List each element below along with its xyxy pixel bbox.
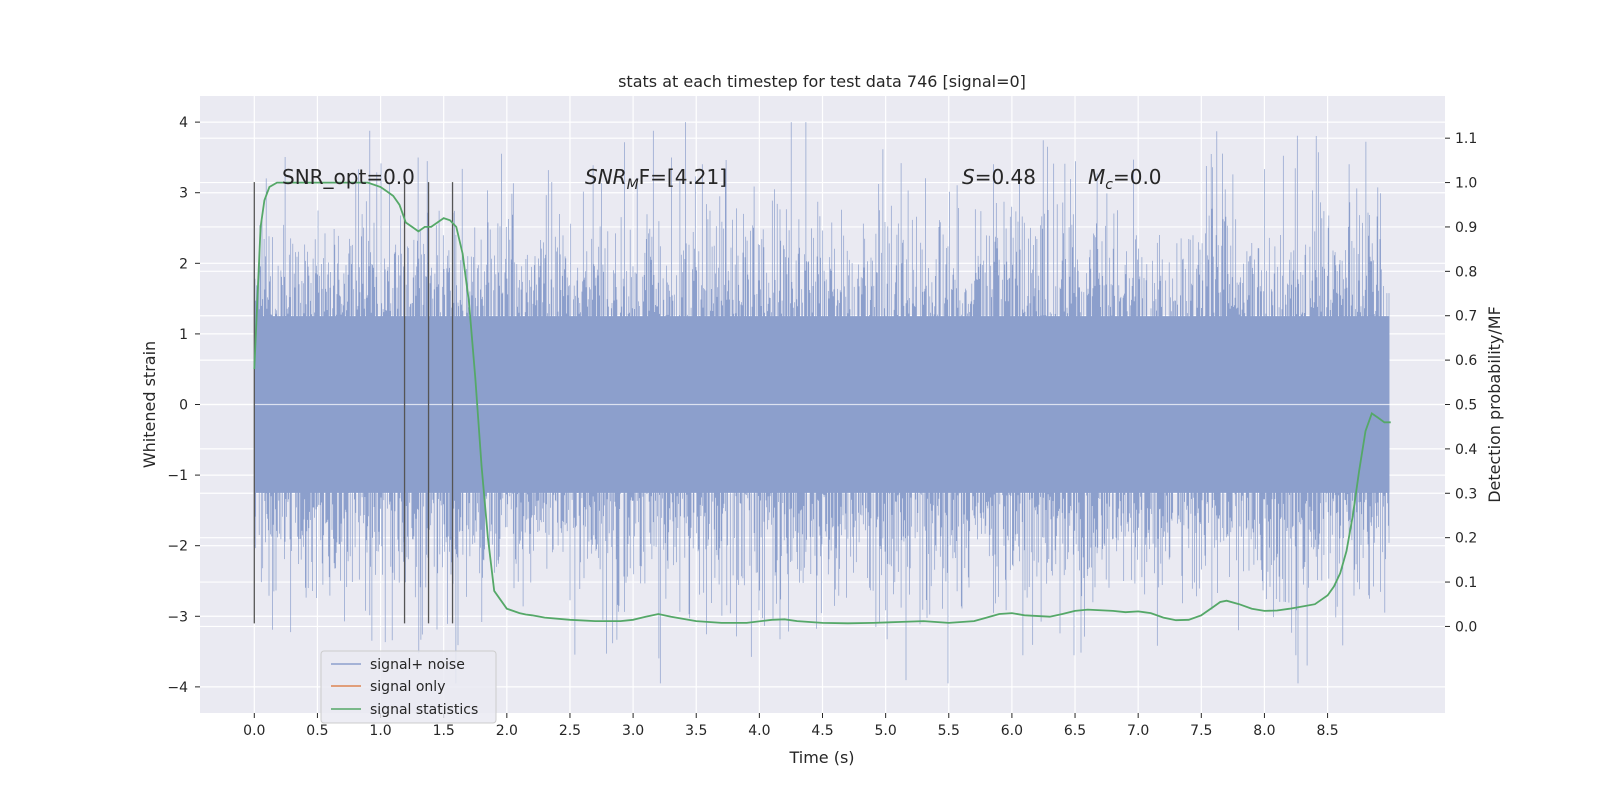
y2-tick-label: 1.1 [1455, 131, 1477, 147]
s-value: =0.48 [975, 165, 1036, 189]
y-axis-label: Whitened strain [140, 341, 159, 468]
mc-subscript: c [1105, 177, 1113, 193]
x-tick-label: 1.0 [369, 723, 391, 739]
snr-mf-suffix: F=[4.21] [639, 165, 727, 189]
annotation-s: S=0.48 [962, 165, 1036, 189]
zero-line [254, 403, 1390, 406]
y2-tick-label: 0.1 [1455, 575, 1477, 591]
y-tick-label: 2 [179, 256, 188, 272]
x-tick-label: 7.5 [1190, 723, 1212, 739]
legend-box [320, 650, 497, 724]
noise-trace [253, 122, 1390, 684]
y-tick-label: −2 [167, 539, 188, 555]
y2-tick-label: 0.6 [1455, 353, 1477, 369]
y-axis-ticks: 4 3 2 1 0 −1 −2 −3 −4 [167, 115, 200, 696]
signal-statistics-line [253, 181, 1391, 625]
y-tick-label: 1 [179, 327, 188, 343]
x-tick-label: 2.0 [496, 723, 518, 739]
annotation-mc: Mc=0.0 [1088, 165, 1162, 193]
y2-tick-label: 0.9 [1455, 220, 1477, 236]
x-tick-label: 2.5 [559, 723, 581, 739]
y2-tick-label: 0.8 [1455, 264, 1477, 280]
x-tick-label: 7.0 [1127, 723, 1149, 739]
x-tick-label: 0.5 [306, 723, 328, 739]
x-tick-label: 6.5 [1064, 723, 1086, 739]
x-tick-label: 4.0 [748, 723, 770, 739]
snr-mf-subscript: M [627, 177, 639, 193]
y2-tick-label: 0.3 [1455, 486, 1477, 502]
x-tick-label: 8.0 [1253, 723, 1275, 739]
y-tick-label: −3 [167, 609, 188, 625]
x-tick-label: 5.5 [938, 723, 960, 739]
x-axis-ticks: 0.0 0.5 1.0 1.5 2.0 2.5 3.0 3.5 4.0 4.5 5.0 5.5 6.0 6… [243, 713, 1339, 739]
y2-tick-label: 0.5 [1455, 398, 1477, 414]
y2-tick-label: 0.4 [1455, 442, 1477, 458]
x-tick-label: 8.5 [1316, 723, 1338, 739]
x-tick-label: 1.5 [433, 723, 455, 739]
y2-tick-label: 0.2 [1455, 531, 1477, 547]
legend-label-signal-statistics: signal statistics [370, 702, 478, 718]
legend-label-signal-noise: signal+ noise [370, 657, 465, 673]
annotation-snr-opt: SNR_opt=0.0 [282, 165, 415, 189]
x-tick-label: 6.0 [1001, 723, 1023, 739]
x-tick-label: 0.0 [243, 723, 265, 739]
s-variable: S [962, 165, 975, 189]
x-tick-label: 3.0 [622, 723, 644, 739]
chart-title: stats at each timestep for test data 746… [618, 72, 1026, 91]
legend-label-signal-only: signal only [370, 679, 445, 695]
y-tick-label: −4 [167, 680, 188, 696]
snr-mf-prefix: SNR [585, 165, 627, 189]
signal-statistics-layer [253, 181, 1391, 625]
y-tick-label: 3 [179, 186, 188, 202]
annotation-snr-mf: SNRMF=[4.21] [585, 165, 727, 193]
vertical-markers [253, 182, 454, 624]
y2-tick-label: 0.0 [1455, 619, 1477, 635]
y2-axis-label: Detection probability/MF [1485, 306, 1504, 503]
x-tick-label: 4.5 [811, 723, 833, 739]
x-tick-label: 3.5 [685, 723, 707, 739]
y-tick-label: 0 [179, 398, 188, 414]
y2-axis-ticks: 1.1 1.0 0.9 0.8 0.7 0.6 0.5 0.4 0.3 0.2 0.1 0.0 [1445, 131, 1477, 635]
y2-tick-label: 0.7 [1455, 309, 1477, 325]
mc-variable: M [1088, 165, 1105, 189]
x-axis-label: Time (s) [788, 748, 854, 767]
mc-value: =0.0 [1113, 165, 1162, 189]
x-tick-label: 5.0 [875, 723, 897, 739]
y-tick-label: −1 [167, 468, 188, 484]
y-tick-label: 4 [179, 115, 188, 131]
legend: signal+ noise signal only signal statist… [320, 650, 497, 724]
y2-tick-label: 1.0 [1455, 176, 1477, 192]
